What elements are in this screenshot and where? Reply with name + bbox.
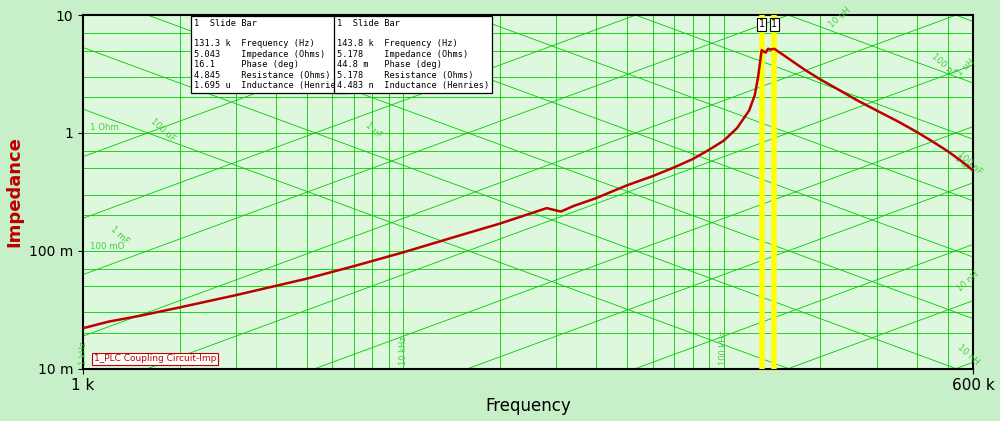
Text: 100 uF: 100 uF	[148, 117, 177, 144]
Text: 1 uF: 1 uF	[953, 154, 973, 173]
Text: 1_PLC Coupling Circuit-Imp: 1_PLC Coupling Circuit-Imp	[94, 354, 216, 363]
Text: 10 nH: 10 nH	[956, 269, 981, 293]
Y-axis label: Impedance: Impedance	[6, 136, 24, 247]
Text: 10 nH: 10 nH	[956, 343, 981, 367]
Text: 1  Slide Bar

131.3 k  Frequency (Hz)
5.043    Impedance (Ohms)
16.1     Phase (: 1 Slide Bar 131.3 k Frequency (Hz) 5.043…	[194, 19, 347, 90]
Text: 10 uH: 10 uH	[827, 6, 852, 30]
Text: 100 nF: 100 nF	[930, 51, 958, 78]
Text: 1 mF: 1 mF	[108, 225, 131, 246]
Text: 100 kHz: 100 kHz	[719, 330, 728, 365]
Text: 1: 1	[759, 19, 765, 29]
Text: 1: 1	[771, 19, 777, 29]
X-axis label: Frequency: Frequency	[485, 397, 571, 416]
Text: 1 uH: 1 uH	[956, 57, 977, 77]
Text: 10 kHz: 10 kHz	[399, 336, 408, 365]
Text: 1 uF: 1 uF	[363, 121, 383, 140]
Text: 1 Ohm: 1 Ohm	[90, 123, 119, 132]
Text: 1  Slide Bar

143.8 k  Frequency (Hz)
5.178    Impedance (Ohms)
44.8 m   Phase (: 1 Slide Bar 143.8 k Frequency (Hz) 5.178…	[337, 19, 489, 90]
Text: 100 mO: 100 mO	[90, 242, 124, 251]
Text: 1 kHz: 1 kHz	[79, 341, 88, 365]
Text: 100 nF: 100 nF	[956, 150, 984, 177]
